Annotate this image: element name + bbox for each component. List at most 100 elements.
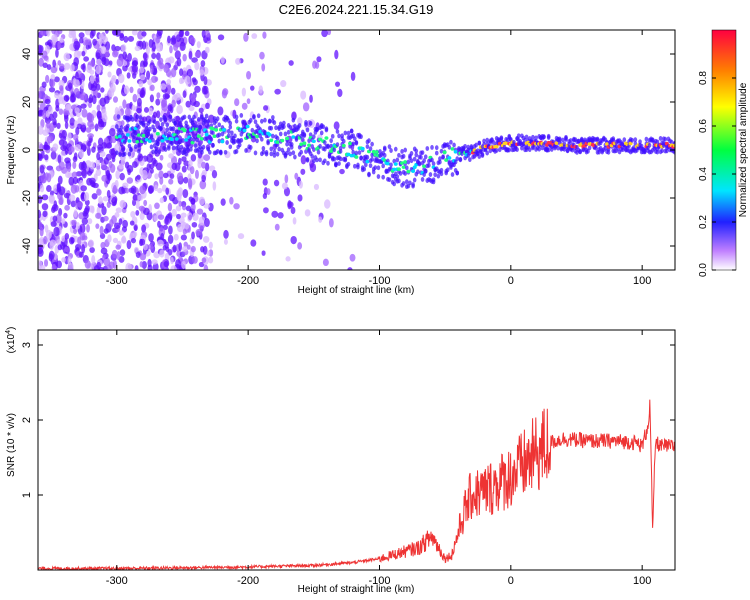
heat-cell — [48, 250, 55, 260]
heat-cell — [330, 133, 335, 139]
heat-cell — [371, 149, 376, 154]
heat-cell — [103, 95, 110, 104]
heat-cell — [190, 198, 196, 205]
heat-cell — [604, 142, 609, 146]
heat-cell — [81, 50, 86, 57]
heat-cell — [321, 124, 326, 130]
heat-cell — [554, 141, 559, 145]
heat-cell — [233, 203, 240, 210]
heat-cell — [116, 250, 121, 261]
heat-cell — [397, 152, 401, 158]
heat-cell — [101, 254, 106, 261]
heat-cell — [125, 187, 130, 194]
heat-cell — [148, 119, 152, 124]
heat-cell — [120, 44, 127, 53]
heat-cell — [131, 30, 138, 36]
heat-cell — [89, 246, 95, 253]
heat-cell — [122, 51, 128, 60]
heat-cell — [387, 177, 392, 183]
heat-cell — [280, 80, 287, 88]
heat-cell — [305, 127, 310, 133]
heat-cell — [405, 165, 409, 171]
heat-cell — [346, 152, 351, 157]
heat-cell — [57, 30, 63, 35]
heat-cell — [80, 63, 86, 70]
heat-cell — [189, 37, 196, 44]
x-tick-label: 100 — [633, 575, 651, 587]
heat-cell — [116, 114, 121, 119]
heat-cell — [88, 102, 93, 108]
heat-cell — [562, 141, 567, 147]
heat-cell — [45, 110, 50, 118]
heat-cell — [176, 223, 184, 233]
heat-cell — [458, 157, 463, 163]
heat-cell — [275, 140, 280, 144]
heat-cell — [312, 134, 316, 140]
heat-cell — [38, 238, 42, 244]
heat-cell — [71, 219, 77, 226]
heat-cell — [288, 151, 292, 157]
heat-cell — [428, 172, 433, 177]
heat-cell — [108, 88, 115, 98]
heat-cell — [46, 121, 51, 129]
heat-cell — [52, 118, 57, 126]
heat-cell — [365, 144, 370, 150]
heat-cell — [86, 64, 93, 73]
heat-cell — [72, 156, 78, 162]
heat-cell — [78, 149, 85, 159]
heat-cell — [178, 30, 184, 38]
heat-cell — [354, 150, 359, 156]
heat-cell — [260, 118, 264, 124]
heat-cell — [562, 146, 567, 152]
heat-cell — [239, 137, 244, 143]
heat-cell — [285, 150, 289, 156]
heat-cell — [146, 163, 151, 171]
heat-cell — [68, 146, 75, 153]
heat-cell — [304, 209, 311, 217]
heat-cell — [46, 185, 52, 192]
heat-cell — [230, 130, 234, 136]
heat-cell — [302, 102, 310, 112]
snr-y-multiplier: (x104) — [5, 327, 17, 354]
heat-cell — [221, 128, 226, 132]
heat-cell — [57, 41, 62, 50]
heat-cell — [189, 136, 193, 142]
heat-cell — [131, 161, 138, 168]
heat-cell — [400, 161, 405, 165]
heat-cell — [159, 197, 165, 204]
heat-cell — [515, 147, 519, 152]
heat-cell — [112, 259, 117, 269]
heat-cell — [56, 260, 62, 269]
heat-cell — [67, 82, 73, 90]
heat-cell — [315, 126, 319, 132]
x-tick-label: -100 — [368, 275, 390, 287]
heat-cell — [73, 79, 80, 88]
heat-cell — [157, 214, 165, 220]
heat-cell — [133, 231, 138, 237]
heat-cell — [78, 32, 85, 39]
heat-cell — [160, 233, 165, 241]
heat-cell — [174, 92, 181, 101]
heat-cell — [352, 136, 357, 142]
heat-cell — [630, 137, 634, 143]
heat-cell — [414, 152, 419, 158]
heat-cell — [389, 162, 393, 168]
heat-cell — [333, 121, 340, 130]
heat-cell — [423, 154, 428, 160]
heat-cell — [237, 233, 245, 240]
heat-cell — [188, 159, 193, 168]
heat-cell — [178, 157, 182, 165]
heat-cell — [299, 149, 304, 155]
heat-cell — [312, 147, 316, 153]
heat-cell — [298, 180, 303, 189]
heat-cell — [326, 143, 330, 149]
heat-cell — [154, 202, 160, 210]
heat-cell — [328, 218, 334, 228]
heat-cell — [228, 124, 233, 130]
heat-cell — [348, 141, 353, 146]
heat-cell — [291, 135, 296, 139]
heat-cell — [167, 202, 173, 212]
heat-cell — [672, 143, 675, 148]
heat-cell — [406, 169, 411, 174]
